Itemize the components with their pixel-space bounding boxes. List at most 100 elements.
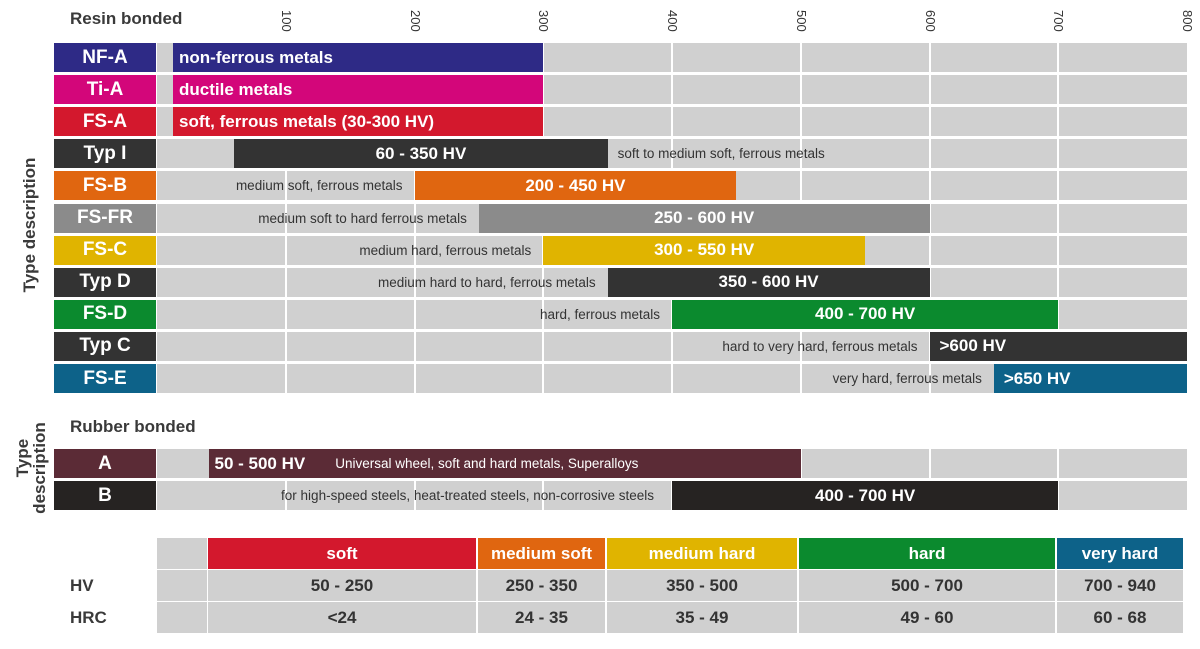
grid-line bbox=[928, 171, 931, 201]
x-tick-label: 800 bbox=[1180, 10, 1195, 32]
grid-line bbox=[1057, 449, 1060, 478]
rubber-bar-range-text: 50 - 500 HV bbox=[214, 453, 306, 473]
table-header-cell: very hard bbox=[1057, 538, 1183, 569]
grid-line bbox=[1057, 43, 1060, 72]
x-tick-label: 300 bbox=[536, 10, 552, 32]
grid-line bbox=[928, 235, 931, 265]
rubber-label-cell: B bbox=[54, 481, 156, 510]
grid-line bbox=[928, 139, 931, 169]
resin-row-description: hard, ferrous metals bbox=[539, 306, 660, 322]
table-header-cell: medium hard bbox=[607, 538, 797, 569]
grid-line bbox=[1057, 203, 1060, 233]
resin-range-bar: 400 - 700 HV bbox=[672, 299, 1059, 329]
grid-line bbox=[928, 203, 931, 233]
resin-range-bar: non-ferrous metals bbox=[173, 43, 544, 72]
grid-line bbox=[928, 449, 931, 478]
grid-line bbox=[671, 107, 673, 137]
grid-line bbox=[1057, 481, 1060, 510]
table-value-cell: 500 - 700 bbox=[799, 570, 1055, 601]
resin-range-bar: 300 - 550 HV bbox=[543, 235, 866, 265]
rubber-row-description: Universal wheel, soft and hard metals, S… bbox=[335, 456, 639, 471]
table-corner-cell bbox=[157, 538, 207, 569]
table-value-cell: <24 bbox=[208, 602, 476, 633]
resin-label-cell: FS-A bbox=[54, 107, 156, 137]
grid-line bbox=[671, 43, 673, 72]
rubber-range-bar: 400 - 700 HV bbox=[672, 481, 1059, 510]
grid-line bbox=[799, 449, 802, 478]
resin-range-bar: 350 - 600 HV bbox=[607, 267, 930, 297]
grid-line bbox=[413, 331, 416, 361]
resin-range-bar: ductile metals bbox=[173, 75, 544, 105]
grid-line bbox=[284, 171, 287, 201]
grid-line bbox=[542, 299, 545, 329]
rubber-section-title: Rubber bonded bbox=[70, 417, 196, 436]
grid-line bbox=[671, 331, 673, 361]
resin-label-cell: NF-A bbox=[54, 43, 156, 72]
rubber-y-axis-title-line2: description bbox=[30, 422, 49, 514]
x-tick-label: 700 bbox=[1051, 10, 1067, 32]
grid-line bbox=[799, 139, 802, 169]
resin-label-cell: FS-B bbox=[54, 171, 156, 201]
table-value-cell: 35 - 49 bbox=[607, 602, 797, 633]
resin-row-description: soft to medium soft, ferrous metals bbox=[617, 146, 825, 162]
table-row-header: HV bbox=[70, 575, 94, 595]
grid-line bbox=[671, 364, 673, 393]
grid-line bbox=[1057, 235, 1060, 265]
grid-line bbox=[799, 364, 802, 393]
grid-line bbox=[1057, 107, 1060, 137]
grid-line bbox=[542, 75, 545, 105]
grid-line bbox=[928, 107, 931, 137]
rubber-label-cell: A bbox=[54, 449, 156, 478]
grid-line bbox=[928, 75, 931, 105]
table-value-cell: 350 - 500 bbox=[607, 570, 797, 601]
grid-line bbox=[284, 364, 287, 393]
resin-label-cell: Typ C bbox=[54, 331, 156, 361]
grid-line bbox=[413, 203, 416, 233]
grid-line bbox=[284, 481, 287, 510]
grid-line bbox=[284, 203, 287, 233]
x-tick-label: 400 bbox=[665, 10, 680, 32]
resin-label-cell: FS-D bbox=[54, 299, 156, 329]
grid-line bbox=[928, 43, 931, 72]
rubber-range-bar: 50 - 500 HV Universal wheel, soft and har… bbox=[208, 449, 801, 478]
table-value-cell: 24 - 35 bbox=[478, 602, 605, 633]
grid-line bbox=[284, 235, 287, 265]
grid-line bbox=[542, 364, 545, 393]
grid-line bbox=[413, 299, 416, 329]
resin-row-description: hard to very hard, ferrous metals bbox=[722, 338, 918, 354]
grid-line bbox=[671, 75, 673, 105]
table-header-cell: medium soft bbox=[478, 538, 605, 569]
resin-row-description: medium soft to hard ferrous metals bbox=[258, 210, 467, 226]
table-value-cell: 50 - 250 bbox=[208, 570, 476, 601]
x-tick-label: 200 bbox=[407, 10, 423, 32]
grid-line bbox=[928, 364, 931, 393]
resin-label-cell: Typ D bbox=[54, 267, 156, 297]
x-tick-label: 100 bbox=[278, 10, 294, 32]
grid-line bbox=[928, 267, 931, 297]
grid-line bbox=[1057, 299, 1060, 329]
grid-line bbox=[799, 43, 802, 72]
grid-line bbox=[1057, 267, 1060, 297]
table-row-spacer bbox=[157, 602, 207, 633]
table-row-spacer bbox=[157, 570, 207, 601]
table-value-cell: 700 - 940 bbox=[1057, 570, 1183, 601]
grid-line bbox=[671, 139, 673, 169]
resin-row-description: medium hard to hard, ferrous metals bbox=[378, 274, 596, 290]
resin-y-axis-title: Type description bbox=[20, 157, 39, 293]
grid-line bbox=[799, 331, 802, 361]
grid-line bbox=[413, 364, 416, 393]
grid-line bbox=[542, 331, 545, 361]
resin-label-cell: Ti-A bbox=[54, 75, 156, 105]
resin-label-cell: Typ I bbox=[54, 139, 156, 169]
table-value-cell: 250 - 350 bbox=[478, 570, 605, 601]
resin-label-cell: FS-FR bbox=[54, 203, 156, 233]
grid-line bbox=[284, 299, 287, 329]
table-header-cell: soft bbox=[208, 538, 476, 569]
grid-line bbox=[1057, 139, 1060, 169]
grid-line bbox=[413, 481, 416, 510]
grid-line bbox=[413, 235, 416, 265]
grid-line bbox=[799, 171, 802, 201]
resin-range-bar: >650 HV bbox=[993, 364, 1187, 393]
resin-row-description: very hard, ferrous metals bbox=[832, 371, 982, 386]
grid-line bbox=[1057, 171, 1060, 201]
